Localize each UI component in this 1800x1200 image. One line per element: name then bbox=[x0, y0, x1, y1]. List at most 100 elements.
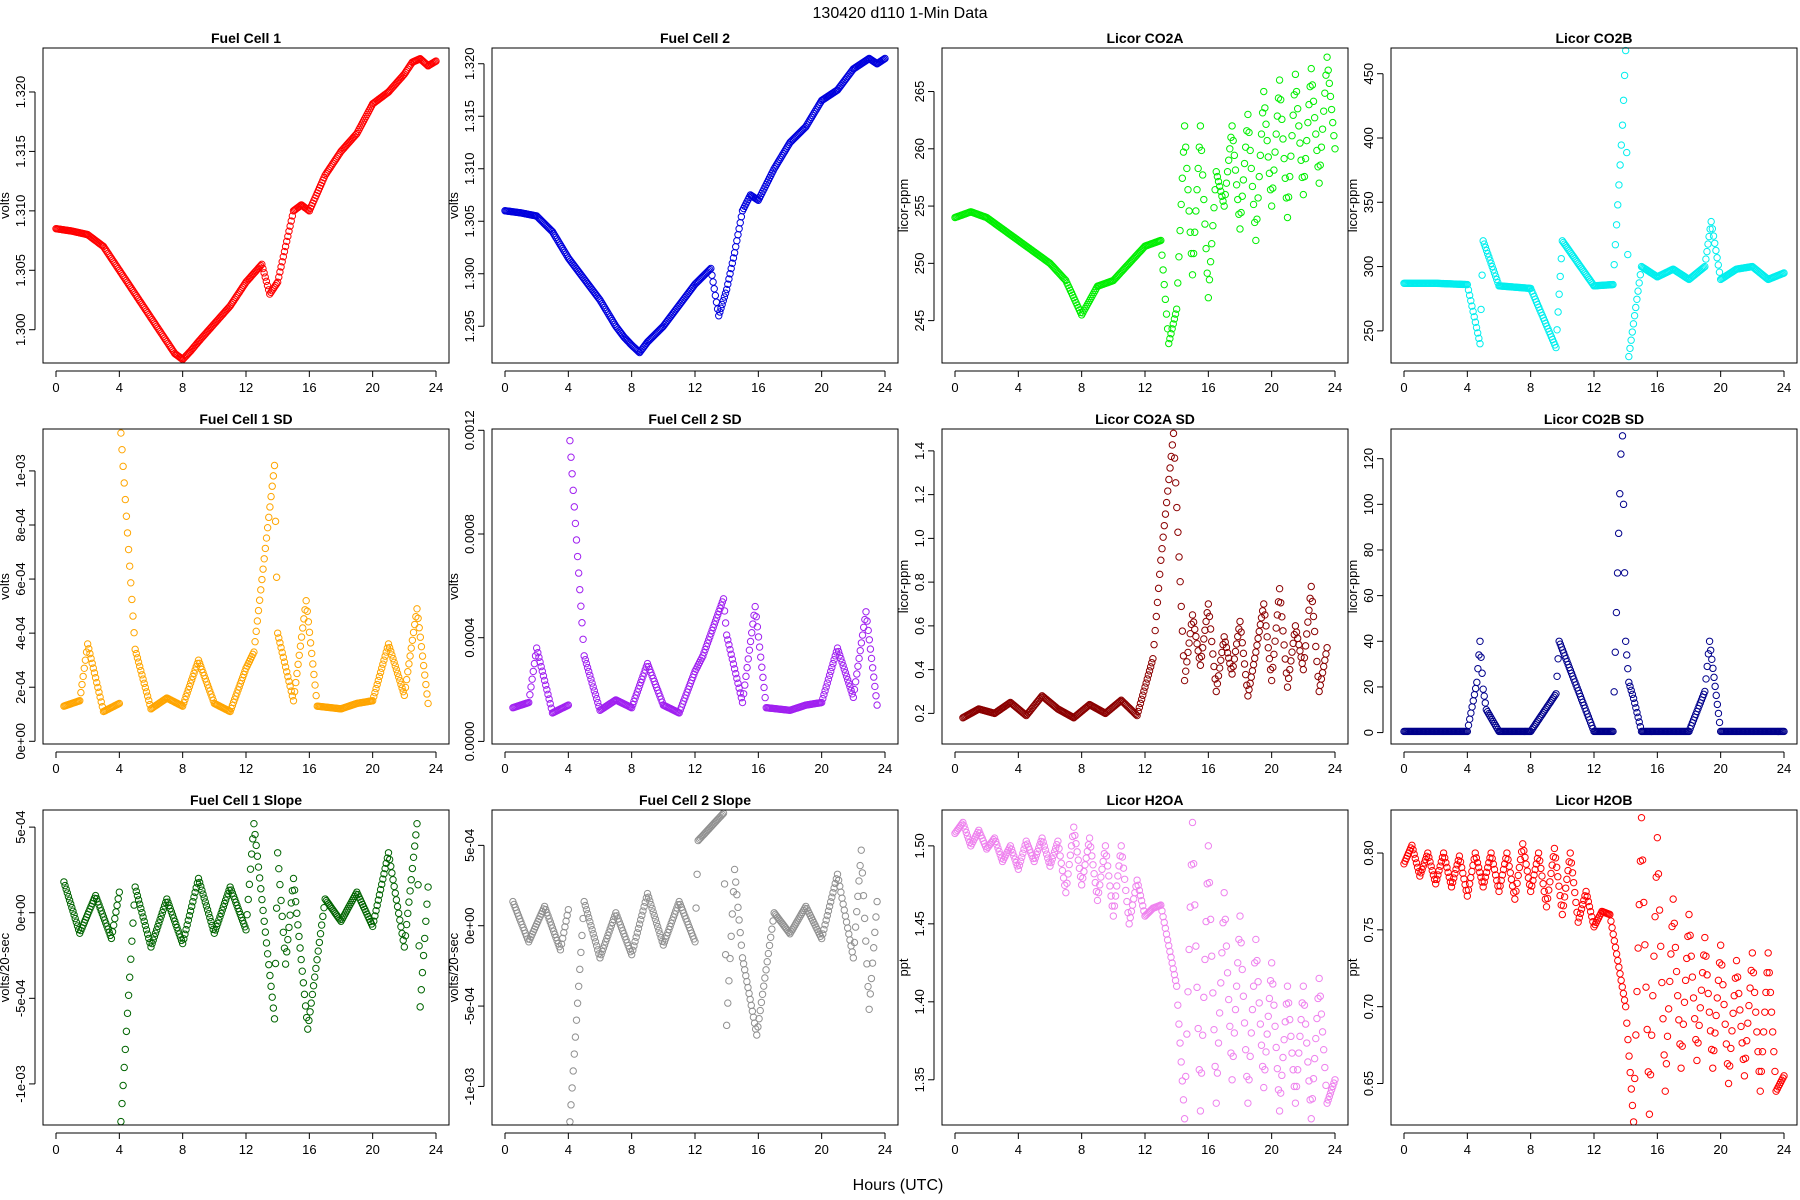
x-tick-label: 16 bbox=[751, 380, 765, 395]
data-point bbox=[1480, 692, 1488, 700]
data-point bbox=[1134, 707, 1142, 716]
data-point bbox=[1748, 949, 1757, 957]
data-point bbox=[1249, 982, 1258, 990]
data-point bbox=[380, 656, 388, 664]
data-point bbox=[121, 495, 130, 504]
data-point bbox=[389, 654, 397, 663]
data-point bbox=[1482, 246, 1491, 255]
data-point bbox=[1220, 202, 1228, 210]
data-point bbox=[368, 697, 377, 705]
data-point bbox=[406, 887, 414, 895]
data-point bbox=[375, 672, 384, 681]
data-point bbox=[1326, 1089, 1335, 1097]
data-point bbox=[1495, 887, 1503, 896]
data-point bbox=[1572, 898, 1580, 907]
data-point bbox=[845, 679, 853, 687]
data-point bbox=[198, 886, 206, 894]
data-point bbox=[1690, 1015, 1699, 1023]
data-point bbox=[1764, 949, 1772, 957]
x-tick-label: 24 bbox=[429, 380, 443, 395]
data-point bbox=[1253, 956, 1261, 965]
data-point bbox=[218, 906, 226, 914]
data-point bbox=[206, 687, 214, 695]
data-point bbox=[1323, 53, 1331, 61]
data-point bbox=[1564, 866, 1572, 875]
data-point bbox=[1197, 146, 1206, 155]
data-point bbox=[600, 303, 609, 312]
data-point bbox=[1168, 441, 1177, 449]
data-point bbox=[1641, 941, 1649, 949]
data-point bbox=[431, 58, 439, 66]
data-point bbox=[217, 909, 225, 918]
data-point bbox=[203, 681, 212, 689]
data-point bbox=[1747, 966, 1755, 975]
data-point bbox=[1714, 261, 1722, 269]
data-point bbox=[1624, 664, 1632, 673]
data-point bbox=[281, 663, 290, 671]
data-point bbox=[1246, 146, 1254, 155]
data-point bbox=[390, 882, 398, 891]
data-point bbox=[65, 896, 74, 904]
data-point bbox=[1511, 895, 1519, 903]
data-point bbox=[599, 944, 608, 952]
y-tick-label: 1.45 bbox=[912, 911, 927, 936]
x-tick-label: 12 bbox=[239, 380, 253, 395]
data-point bbox=[562, 917, 570, 925]
data-point bbox=[1534, 849, 1543, 857]
data-point bbox=[1269, 663, 1277, 672]
data-point bbox=[1737, 1022, 1745, 1031]
data-point bbox=[557, 243, 566, 251]
data-point bbox=[1545, 886, 1553, 894]
x-tick-label: 8 bbox=[1078, 761, 1085, 776]
data-point bbox=[1468, 302, 1476, 310]
x-tick-label: 4 bbox=[116, 380, 123, 395]
data-point bbox=[1314, 994, 1322, 1003]
data-point bbox=[277, 896, 285, 905]
data-point bbox=[766, 933, 775, 941]
data-point bbox=[1280, 1035, 1288, 1044]
data-point bbox=[1295, 122, 1303, 130]
data-point bbox=[1321, 1063, 1329, 1072]
data-point bbox=[728, 910, 737, 918]
data-point bbox=[1479, 685, 1487, 693]
data-point bbox=[590, 934, 599, 942]
data-point bbox=[864, 982, 872, 991]
data-point bbox=[584, 667, 593, 676]
data-point bbox=[1239, 649, 1248, 658]
data-point bbox=[564, 701, 573, 709]
data-point bbox=[1265, 654, 1274, 663]
data-point bbox=[746, 637, 755, 646]
data-point bbox=[1202, 617, 1210, 626]
x-tick-label: 0 bbox=[951, 761, 958, 776]
data-point bbox=[219, 903, 228, 911]
y-axis-label: volts/20-sec bbox=[446, 932, 461, 1002]
data-point bbox=[1172, 982, 1181, 990]
data-point bbox=[1480, 878, 1488, 886]
data-point bbox=[1703, 247, 1711, 256]
data-point bbox=[1007, 845, 1016, 853]
data-point bbox=[1218, 949, 1226, 957]
data-point bbox=[1191, 228, 1199, 236]
data-point bbox=[719, 595, 728, 603]
data-point bbox=[401, 683, 410, 692]
data-point bbox=[1280, 641, 1288, 649]
y-tick-label: 0.8 bbox=[912, 573, 927, 591]
data-point bbox=[754, 633, 763, 641]
data-point bbox=[1618, 432, 1627, 440]
data-point bbox=[139, 913, 147, 921]
data-point bbox=[388, 651, 396, 659]
data-point bbox=[757, 998, 766, 1007]
data-point bbox=[1160, 521, 1168, 530]
data-point bbox=[1238, 192, 1246, 200]
data-point bbox=[257, 586, 265, 594]
data-point bbox=[1314, 163, 1322, 171]
data-point bbox=[730, 865, 739, 874]
data-point bbox=[1288, 132, 1296, 140]
data-point bbox=[230, 695, 239, 703]
data-point bbox=[719, 297, 727, 305]
data-point bbox=[1702, 675, 1710, 683]
x-tick-label: 16 bbox=[1201, 1142, 1215, 1157]
data-point bbox=[1277, 1089, 1285, 1097]
data-point bbox=[1493, 876, 1501, 885]
panel-title: Licor CO2A SD bbox=[1095, 411, 1195, 427]
